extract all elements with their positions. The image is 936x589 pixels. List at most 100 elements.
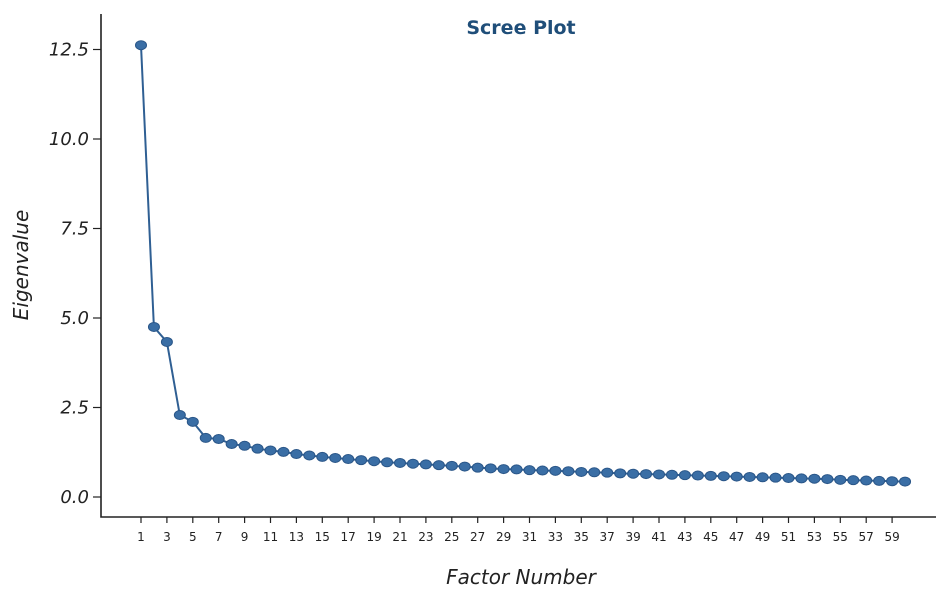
x-tick-label: 55 (833, 530, 848, 544)
data-point (795, 473, 808, 484)
data-point (640, 469, 653, 480)
x-tick-label: 59 (884, 530, 899, 544)
x-tick-label: 9 (241, 530, 249, 544)
data-point (743, 471, 756, 482)
data-point (614, 468, 627, 479)
data-point (186, 416, 199, 427)
data-point (510, 464, 523, 475)
data-point (730, 471, 743, 482)
x-tick-label: 27 (470, 530, 485, 544)
x-tick-label: 17 (341, 530, 356, 544)
data-point (173, 410, 186, 421)
data-point (627, 468, 640, 479)
x-tick-label: 31 (522, 530, 537, 544)
x-tick-label: 11 (263, 530, 278, 544)
x-tick-label: 19 (366, 530, 381, 544)
data-point (381, 457, 394, 468)
x-tick-label: 29 (496, 530, 511, 544)
x-tick-label: 35 (574, 530, 589, 544)
data-point (575, 466, 588, 477)
data-point (251, 443, 264, 454)
data-point (873, 475, 886, 486)
x-tick-label: 45 (703, 530, 718, 544)
x-tick-label: 49 (755, 530, 770, 544)
data-point (406, 458, 419, 469)
data-point (678, 470, 691, 481)
x-tick-label: 41 (651, 530, 666, 544)
eigenvalue-series-line (140, 45, 906, 483)
x-axis-label: Factor Number (446, 565, 598, 589)
eigenvalue-points (135, 40, 912, 487)
x-tick-label: 47 (729, 530, 744, 544)
data-point (135, 40, 147, 51)
x-tick-label: 33 (548, 530, 563, 544)
data-point (471, 462, 484, 473)
data-point (368, 456, 381, 467)
y-tick-label: 2.5 (60, 398, 89, 419)
x-tick-label: 15 (315, 530, 330, 544)
data-point (523, 465, 536, 476)
data-point (769, 472, 782, 483)
x-tick-label: 37 (600, 530, 615, 544)
x-tick-label: 23 (418, 530, 433, 544)
x-tick-label: 53 (807, 530, 822, 544)
x-tick-label: 43 (677, 530, 692, 544)
data-point (316, 451, 329, 462)
data-point (342, 454, 355, 465)
x-tick-label: 25 (444, 530, 459, 544)
data-point (756, 472, 769, 483)
data-point (665, 469, 678, 480)
data-point (238, 440, 251, 451)
x-tick-label: 7 (215, 530, 223, 544)
data-point (432, 460, 445, 471)
y-tick-label: 5.0 (60, 308, 89, 329)
data-point (497, 464, 510, 475)
data-point (290, 449, 303, 460)
data-point (458, 461, 471, 472)
data-point (419, 459, 432, 470)
y-tick-label: 12.5 (49, 40, 89, 61)
axis-lines (100, 14, 936, 518)
data-point (653, 469, 665, 480)
data-point (549, 465, 562, 476)
data-point (562, 466, 575, 477)
data-point (536, 465, 549, 476)
x-tick-label: 21 (392, 530, 407, 544)
data-point (484, 463, 497, 474)
x-tick-label: 57 (859, 530, 874, 544)
data-point (717, 471, 730, 482)
data-point (899, 476, 912, 487)
data-point (277, 446, 290, 457)
x-tick-label: 13 (289, 530, 304, 544)
data-point (394, 457, 406, 468)
data-point (264, 445, 277, 456)
data-point (147, 321, 160, 332)
x-tick-label: 3 (163, 530, 171, 544)
data-point (445, 460, 458, 471)
data-point (834, 474, 847, 485)
y-tick-label: 10.0 (49, 129, 89, 150)
data-point (601, 467, 614, 478)
data-point (212, 434, 225, 445)
data-point (355, 455, 368, 466)
y-tick-label: 7.5 (60, 219, 89, 240)
data-point (199, 432, 212, 443)
x-tick-label: 1 (137, 530, 145, 544)
chart-title: Scree Plot (466, 17, 575, 39)
data-point (704, 470, 717, 481)
data-point (821, 474, 834, 485)
x-tick-label: 5 (189, 530, 197, 544)
x-axis-ticks: 1 3 5 7 9 11 13 15 17 19 21 23 25 27 29 31 33 35 37 39 41 43 4… (137, 517, 900, 544)
data-point (782, 473, 795, 484)
data-point (886, 476, 899, 487)
data-point (691, 470, 704, 481)
x-tick-label: 51 (781, 530, 796, 544)
data-point (225, 439, 238, 450)
y-axis-label: Eigenvalue (9, 210, 33, 321)
y-tick-label: 0.0 (60, 487, 89, 508)
x-tick-label: 39 (625, 530, 640, 544)
y-axis-ticks: 0.0 2.5 5.0 7.5 10.0 12.5 (49, 40, 101, 508)
data-point (303, 450, 316, 461)
data-point (329, 452, 342, 463)
